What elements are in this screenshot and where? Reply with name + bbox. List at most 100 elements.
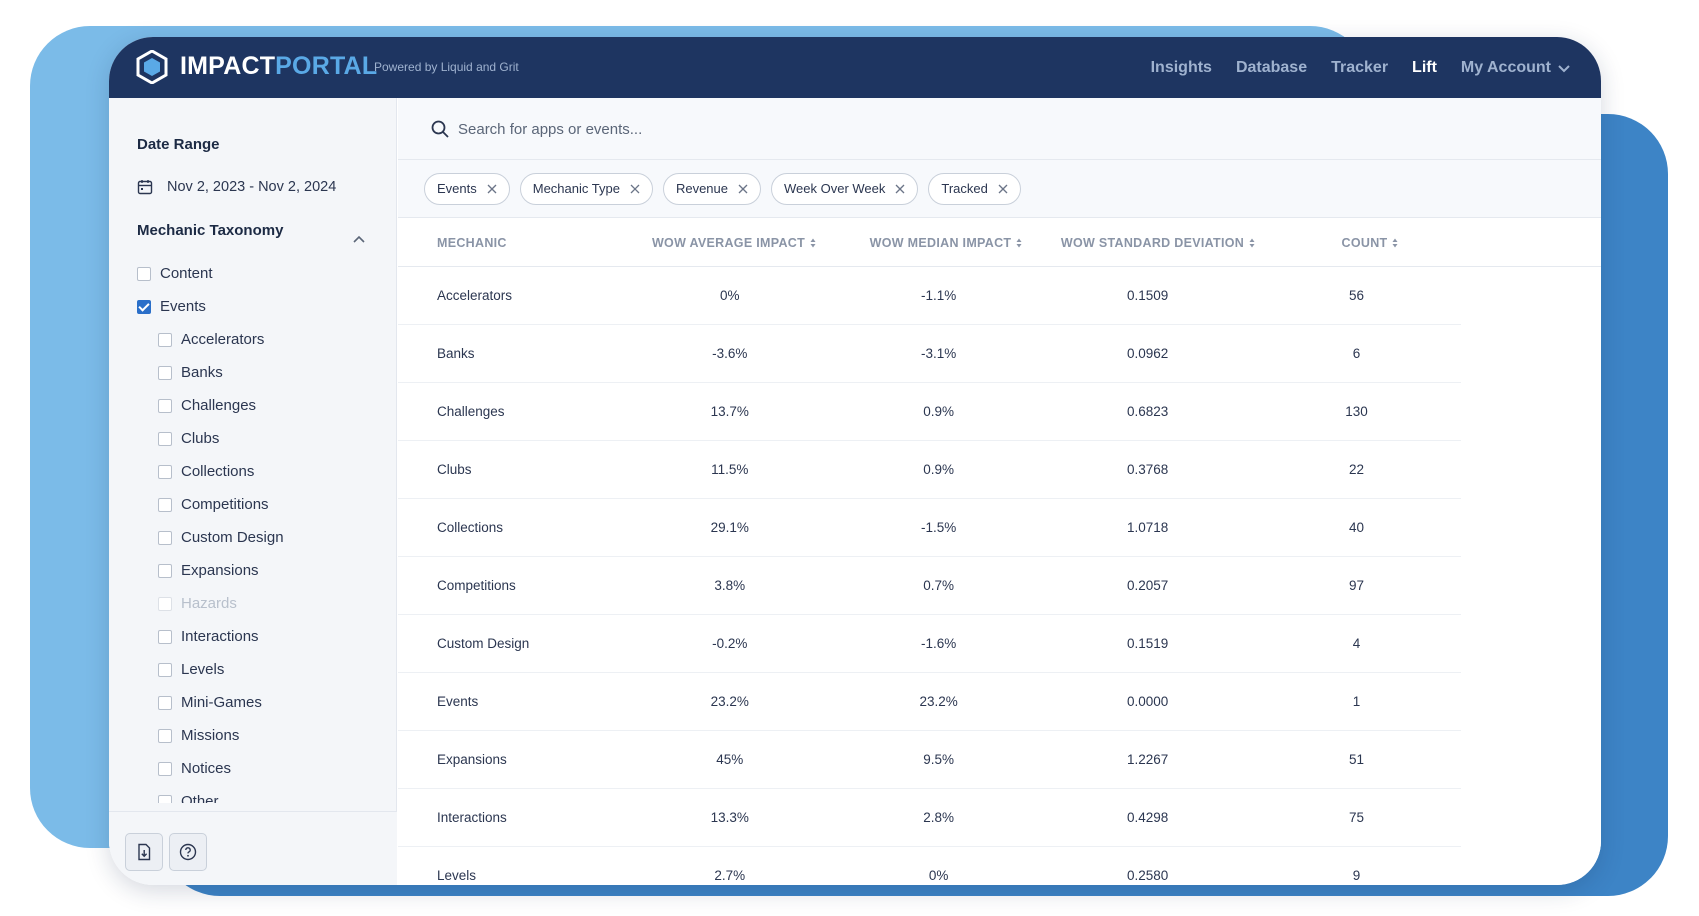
column-header-label: COUNT xyxy=(1341,235,1388,250)
checkbox[interactable] xyxy=(158,497,172,512)
taxonomy-item-clubs[interactable]: Clubs xyxy=(137,422,377,455)
filter-chip-revenue[interactable]: Revenue xyxy=(662,172,761,205)
table-row[interactable]: Interactions 13.3% 2.8% 0.4298 75 xyxy=(398,789,1461,847)
checkbox[interactable] xyxy=(158,530,172,545)
taxonomy-item-label: Levels xyxy=(181,661,225,678)
chevron-up-icon[interactable] xyxy=(352,232,366,246)
checkbox[interactable] xyxy=(158,761,172,776)
taxonomy-item-label: Banks xyxy=(181,364,223,381)
taxonomy-item-banks[interactable]: Banks xyxy=(137,356,377,389)
close-icon[interactable] xyxy=(738,184,748,194)
taxonomy-item-content[interactable]: Content xyxy=(137,257,377,290)
main-content: Events Mechanic Type Revenue Week Over Week… xyxy=(398,98,1601,885)
filter-chip-label: Tracked xyxy=(941,181,988,196)
checkbox[interactable] xyxy=(158,695,172,710)
mechanic-taxonomy-title: Mechanic Taxonomy xyxy=(137,222,284,239)
checkbox[interactable] xyxy=(158,464,172,479)
column-header-wow-median-impact[interactable]: WOW MEDIAN IMPACT xyxy=(840,236,1052,250)
checkbox[interactable] xyxy=(158,431,172,446)
column-header-label: WOW MEDIAN IMPACT xyxy=(869,235,1012,250)
filter-chip-label: Mechanic Type xyxy=(532,181,620,196)
table-row[interactable]: Challenges 13.7% 0.9% 0.6823 130 xyxy=(398,383,1461,441)
table-row[interactable]: Banks -3.6% -3.1% 0.0962 6 xyxy=(398,325,1461,383)
nav-item-lift[interactable]: Lift xyxy=(1412,58,1437,76)
sort-icon[interactable] xyxy=(1249,238,1255,248)
table-cell-wow-standard-deviation: 0.0962 xyxy=(1126,346,1169,361)
table-cell-mechanic: Challenges xyxy=(437,404,505,419)
taxonomy-item-interactions[interactable]: Interactions xyxy=(137,620,377,653)
table-cell-count: 9 xyxy=(1352,868,1361,883)
checkbox[interactable] xyxy=(158,662,172,677)
export-file-button[interactable] xyxy=(125,833,163,871)
help-button[interactable] xyxy=(169,833,207,871)
taxonomy-item-mini-games[interactable]: Mini-Games xyxy=(137,686,377,719)
nav-item-database[interactable]: Database xyxy=(1235,58,1308,76)
close-icon[interactable] xyxy=(630,184,640,194)
close-icon[interactable] xyxy=(895,184,905,194)
column-header-wow-standard-deviation[interactable]: WOW STANDARD DEVIATION xyxy=(1052,236,1264,250)
taxonomy-item-accelerators[interactable]: Accelerators xyxy=(137,323,377,356)
taxonomy-item-missions[interactable]: Missions xyxy=(137,719,377,752)
table-row[interactable]: Collections 29.1% -1.5% 1.0718 40 xyxy=(398,499,1461,557)
search-input[interactable] xyxy=(458,114,1158,144)
table-body: Accelerators 0% -1.1% 0.1509 56 Banks -3.6% -3.… xyxy=(398,267,1461,885)
file-download-icon xyxy=(138,843,151,861)
table-row[interactable]: Competitions 3.8% 0.7% 0.2057 97 xyxy=(398,557,1461,615)
sidebar-footer xyxy=(109,811,397,885)
logo-text[interactable]: IMPACTPORTAL xyxy=(180,52,377,81)
close-icon[interactable] xyxy=(998,184,1008,194)
table-cell-wow-average-impact: 13.3% xyxy=(710,810,749,825)
checkbox[interactable] xyxy=(158,629,172,644)
checkbox[interactable] xyxy=(158,332,172,347)
taxonomy-item-label: Custom Design xyxy=(181,529,284,546)
checkbox[interactable] xyxy=(158,794,172,803)
table-cell-mechanic: Clubs xyxy=(437,462,472,477)
date-range-picker[interactable]: Nov 2, 2023 - Nov 2, 2024 xyxy=(137,179,336,195)
nav-item-insights[interactable]: Insights xyxy=(1150,58,1212,76)
taxonomy-item-label: Other xyxy=(181,793,219,803)
taxonomy-item-expansions[interactable]: Expansions xyxy=(137,554,377,587)
taxonomy-item-notices[interactable]: Notices xyxy=(137,752,377,785)
taxonomy-item-challenges[interactable]: Challenges xyxy=(137,389,377,422)
my-account-menu[interactable]: My Account xyxy=(1461,59,1571,77)
table-row[interactable]: Clubs 11.5% 0.9% 0.3768 22 xyxy=(398,441,1461,499)
filter-chip-events[interactable]: Events xyxy=(424,172,510,205)
table-cell-mechanic: Events xyxy=(437,694,479,709)
column-header-label: WOW STANDARD DEVIATION xyxy=(1060,235,1245,250)
checkbox[interactable] xyxy=(158,563,172,578)
table-row[interactable]: Custom Design -0.2% -1.6% 0.1519 4 xyxy=(398,615,1461,673)
taxonomy-item-events[interactable]: Events xyxy=(137,290,377,323)
column-header-wow-average-impact[interactable]: WOW AVERAGE IMPACT xyxy=(628,236,840,250)
main-nav: Insights Database Tracker Lift My Accoun… xyxy=(1151,37,1571,98)
sort-icon[interactable] xyxy=(1392,238,1398,248)
taxonomy-item-custom-design[interactable]: Custom Design xyxy=(137,521,377,554)
table-row[interactable]: Expansions 45% 9.5% 1.2267 51 xyxy=(398,731,1461,789)
sort-icon[interactable] xyxy=(1016,238,1022,248)
checkbox[interactable] xyxy=(137,299,151,314)
table-row[interactable]: Events 23.2% 23.2% 0.0000 1 xyxy=(398,673,1461,731)
filter-chip-label: Week Over Week xyxy=(784,181,886,196)
sort-icon[interactable] xyxy=(810,238,816,248)
checkbox[interactable] xyxy=(158,398,172,413)
checkbox[interactable] xyxy=(158,365,172,380)
table-row[interactable]: Levels 2.7% 0% 0.2580 9 xyxy=(398,847,1461,885)
taxonomy-item-competitions[interactable]: Competitions xyxy=(137,488,377,521)
taxonomy-item-label: Hazards xyxy=(181,595,237,612)
table-cell-count: 1 xyxy=(1352,694,1361,709)
date-range-value: Nov 2, 2023 - Nov 2, 2024 xyxy=(167,179,337,195)
filter-chip-tracked[interactable]: Tracked xyxy=(928,172,1021,205)
checkbox[interactable] xyxy=(137,266,151,281)
checkbox[interactable] xyxy=(158,728,172,743)
column-header-mechanic: MECHANIC xyxy=(398,236,628,250)
taxonomy-item-levels[interactable]: Levels xyxy=(137,653,377,686)
filter-chip-week-over-week[interactable]: Week Over Week xyxy=(771,172,919,205)
column-header-count[interactable]: COUNT xyxy=(1264,236,1476,250)
filter-chip-mechanic-type[interactable]: Mechanic Type xyxy=(519,172,653,205)
taxonomy-item-other[interactable]: Other xyxy=(137,785,377,803)
taxonomy-item-collections[interactable]: Collections xyxy=(137,455,377,488)
table-row[interactable]: Accelerators 0% -1.1% 0.1509 56 xyxy=(398,267,1461,325)
table-cell-wow-median-impact: 23.2% xyxy=(919,694,958,709)
table-cell-wow-median-impact: 0.9% xyxy=(923,404,955,419)
close-icon[interactable] xyxy=(487,184,497,194)
nav-item-tracker[interactable]: Tracker xyxy=(1331,58,1389,76)
